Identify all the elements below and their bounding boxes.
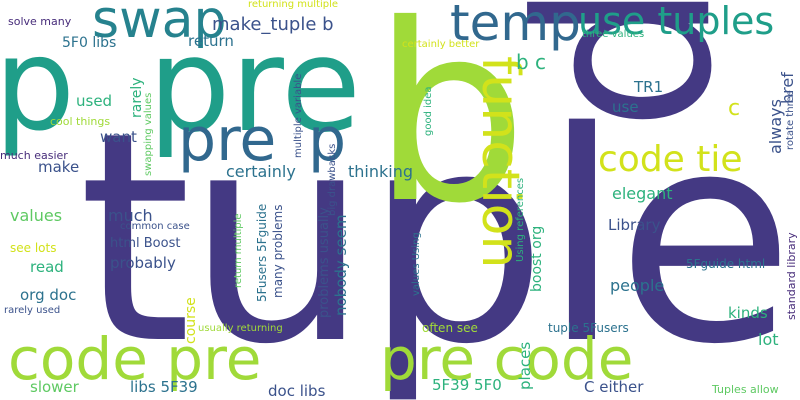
cloud-word-solve-many: solve many [8,15,72,28]
cloud-word-use: use [612,98,639,116]
cloud-word-code-pre: code pre [8,325,262,393]
cloud-word-problems-usually: problems usually [317,207,332,318]
cloud-word-pre-2: pre [178,105,277,175]
cloud-word-standard-library: standard library [785,232,798,320]
cloud-word-tr1: TR1 [634,78,664,96]
cloud-word-5f0-libs: 5F0 libs [62,35,117,51]
cloud-word-boost-org: boost org [529,225,545,292]
cloud-word-multiple-variable: multiple variable [293,73,304,158]
cloud-word-temp: temp [450,0,581,52]
cloud-word-see-lots: see lots [10,241,57,255]
cloud-word-read: read [30,258,64,276]
cloud-word-always: always [766,99,785,154]
cloud-word-5fusers-5fguide: 5Fusers 5Fguide [255,203,269,302]
cloud-word-c-either: C either [584,378,644,396]
cloud-word-using-references: Using references [515,177,526,262]
cloud-word-b: b [372,0,528,257]
cloud-word-nobody-seem: nobody seem [332,214,350,316]
cloud-word-libs-5f39: libs 5F39 [130,378,198,396]
cloud-word-want: want [100,128,137,146]
cloud-word-big-drawbacks: big drawbacks [327,143,338,216]
cloud-word-returning-multiple: returning multiple [248,0,339,10]
cloud-word-b-c: b c [516,50,547,74]
cloud-word-certainly: certainly [226,162,296,181]
cloud-word-places: places [516,341,534,390]
cloud-word-5fguide-html: 5Fguide html [686,257,766,271]
cloud-word-5f39-5f0: 5F39 5F0 [432,376,502,394]
cloud-word-rarely-used: rarely used [4,305,61,316]
cloud-word-slower: slower [30,378,79,396]
cloud-word-probably: probably [110,254,176,272]
cloud-word-much: much [108,206,153,225]
cloud-word-tuple-5fusers: tuple 5Fusers [548,321,629,335]
cloud-word-usually-returning: usually returning [198,323,283,334]
cloud-word-p-2: p [308,105,347,175]
cloud-word-pre-code: pre code [380,325,634,393]
cloud-word-swapping-values: swapping values [143,92,154,176]
cloud-word-c: c [728,96,741,121]
cloud-word-thinking: thinking [348,162,414,181]
cloud-word-certainly-better: certainly better [402,39,480,50]
cloud-word-swap: swap [92,0,227,50]
cloud-word-make-tuple-b: make_tuple b [212,14,334,35]
cloud-word-return-multiple: return multiple [233,213,244,288]
cloud-word-people: people [610,276,665,295]
cloud-word-tuples-allow: Tuples allow [712,383,779,396]
cloud-word-tuple: tuple [78,71,795,400]
cloud-word-lot: lot [758,330,779,349]
cloud-word-elegant: elegant [612,184,673,203]
cloud-word-common-case: common case [120,221,190,232]
cloud-word-org-doc: org doc [20,286,77,304]
cloud-word-much-easier: much easier [0,149,68,162]
cloud-word-code-tie: code tie [598,139,743,180]
cloud-word-make: make [38,158,80,176]
cloud-word-often-see: often see [422,321,478,335]
cloud-word-values-using: values Using [411,232,422,296]
cloud-word-good-idea: good idea [423,86,434,136]
cloud-word-html-boost: html Boost [110,236,181,251]
cloud-word-cool-things: cool things [50,115,111,128]
cloud-word-three-values: three values [582,29,645,40]
cloud-word-p: p [0,11,76,160]
cloud-word-used: used [76,92,113,110]
cloud-word-rarely: rarely [129,77,145,118]
cloud-word-use-tuples: use tuples [578,0,775,43]
cloud-word-many-problems: many problems [271,204,285,298]
cloud-word-return: return [188,32,234,50]
cloud-word-rotate-three: rotate three [785,90,796,150]
cloud-word-values: values [10,206,63,225]
cloud-word-kinds: kinds [728,304,768,322]
cloud-word-pre: pre [148,9,362,161]
cloud-word-doc-libs: doc libs [268,382,326,400]
cloud-word-course: course [183,297,199,344]
cloud-word-library: Library [608,216,661,234]
